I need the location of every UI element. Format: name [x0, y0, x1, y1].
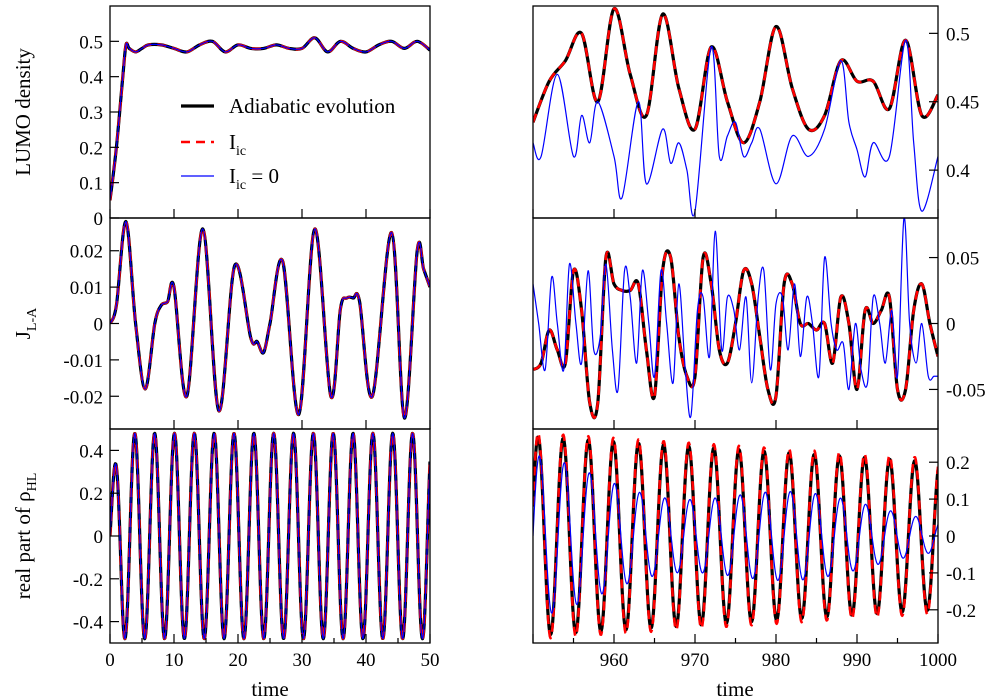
y-tick-label: 0.05 [946, 249, 979, 270]
y-tick-label: 0 [94, 315, 104, 336]
y-tick-label: 0.02 [70, 242, 103, 263]
series-line-i-ic [533, 7, 938, 145]
series-group [110, 36, 430, 201]
x-tick-label: 20 [229, 650, 248, 671]
y-tick-label: 0 [94, 209, 104, 230]
y-axis-label: real part of ρHL [11, 473, 40, 600]
y-tick-label: 0 [946, 315, 956, 336]
y-tick-label: 0.4 [79, 68, 103, 89]
y-tick-label: -0.05 [946, 380, 986, 401]
series-line-i-ic [533, 432, 938, 640]
panel-top-left: 0 0.1 0.2 0.3 0.4 0.5 LUMO density [11, 5, 431, 230]
x-tick-label: 990 [843, 650, 872, 671]
series-line-i-ic-0 [110, 432, 430, 640]
legend-label: Iic = 0 [229, 164, 279, 193]
series-group [110, 220, 430, 420]
x-tick-label: 1000 [919, 650, 957, 671]
y-tick-label: 0.45 [946, 93, 979, 114]
y-tick-label: 0 [94, 527, 104, 548]
x-tick-label: 0 [105, 650, 115, 671]
series-line-adiabatic-evolution [533, 249, 938, 420]
y-tick-label: 0.1 [946, 490, 970, 511]
x-axis-label-right: time [716, 677, 753, 700]
panel-bottom-right: -0.2 -0.1 0 0.1 0.2 960 970 980 990 1000 [532, 428, 976, 671]
series-line-i-ic-0 [533, 455, 938, 614]
panel-middle-left: -0.02 -0.01 0 0.01 0.02 JL-A [11, 217, 431, 430]
y-tick-label: -0.1 [946, 564, 976, 585]
panel-middle-right: -0.05 0 0.05 [532, 217, 986, 430]
legend-label: Iic [229, 130, 246, 159]
y-tick-label: 0.5 [79, 32, 103, 53]
series-group [533, 218, 938, 420]
x-tick-label: 980 [762, 650, 791, 671]
series-group [533, 432, 938, 640]
legend-label: Adiabatic evolution [229, 94, 396, 118]
y-tick-label: 0.4 [79, 441, 103, 462]
y-tick-label: 0.2 [79, 138, 103, 159]
y-tick-label: -0.2 [946, 601, 976, 622]
series-line-i-ic-0 [110, 37, 430, 201]
y-tick-label: 0.2 [79, 484, 103, 505]
series-line-i-ic-0 [533, 39, 938, 217]
y-tick-label: 0 [946, 527, 956, 548]
series-group [533, 7, 938, 217]
series-line-i-ic [533, 249, 938, 419]
panel-bottom-left: -0.4 -0.2 0 0.2 0.4 0 10 20 30 40 50 real part of ρ… [11, 428, 440, 671]
y-tick-label: 0.1 [79, 174, 103, 195]
panel-top-right: 0.4 0.45 0.5 [532, 5, 979, 219]
y-tick-label: 0.3 [79, 103, 103, 124]
legend: Adiabatic evolution Iic Iic = 0 [181, 94, 396, 193]
x-axis-label-left: time [251, 677, 288, 700]
y-tick-label: -0.2 [73, 570, 103, 591]
y-tick-label: -0.02 [63, 387, 103, 408]
x-tick-label: 960 [600, 650, 629, 671]
y-tick-label: -0.01 [63, 351, 103, 372]
series-line-i-ic-0 [533, 218, 938, 419]
y-tick-label: 0.4 [946, 161, 970, 182]
y-tick-label: 0.01 [70, 278, 103, 299]
y-tick-label: -0.4 [73, 613, 104, 634]
y-axis-label: JL-A [11, 307, 40, 339]
y-tick-label: 0.2 [946, 453, 970, 474]
x-tick-label: 40 [357, 650, 376, 671]
series-line-i-ic-0 [110, 221, 430, 419]
x-tick-label: 30 [293, 650, 312, 671]
y-axis-label: LUMO density [11, 48, 35, 176]
x-tick-label: 50 [421, 650, 440, 671]
series-group [110, 431, 430, 641]
x-tick-label: 970 [681, 650, 710, 671]
y-tick-label: 0.5 [946, 24, 970, 45]
x-tick-label: 10 [165, 650, 184, 671]
